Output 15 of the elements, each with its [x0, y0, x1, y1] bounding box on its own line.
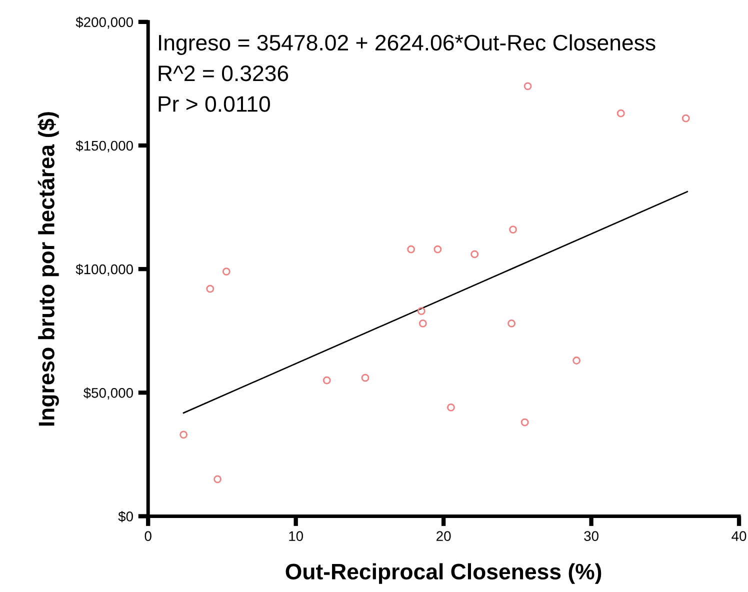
y-tick-label: $50,000 [83, 387, 133, 400]
x-tick-label: 30 [584, 531, 598, 542]
x-tick-label: 10 [289, 531, 304, 542]
y-axis-title: Ingreso bruto por hectárea ($) [38, 112, 59, 426]
annotation: Ingreso = 35478.02 + 2624.06*Out-Rec Closeness [159, 34, 656, 55]
x-tick-label: 40 [732, 531, 746, 542]
y-tick-label: $200,000 [76, 16, 133, 29]
x-axis-title: Out-Reciprocal Closeness (%) [286, 563, 602, 584]
y-tick-label: $150,000 [76, 140, 133, 152]
annotation: R^2 = 0.3236 [158, 65, 288, 82]
y-tick-label: $100,000 [76, 264, 133, 276]
y-tick-label: $0 [118, 510, 133, 522]
x-tick-label: 0 [144, 531, 152, 542]
annotation: Pr > 0.0110 [158, 96, 270, 112]
x-tick-label: 20 [436, 531, 451, 542]
